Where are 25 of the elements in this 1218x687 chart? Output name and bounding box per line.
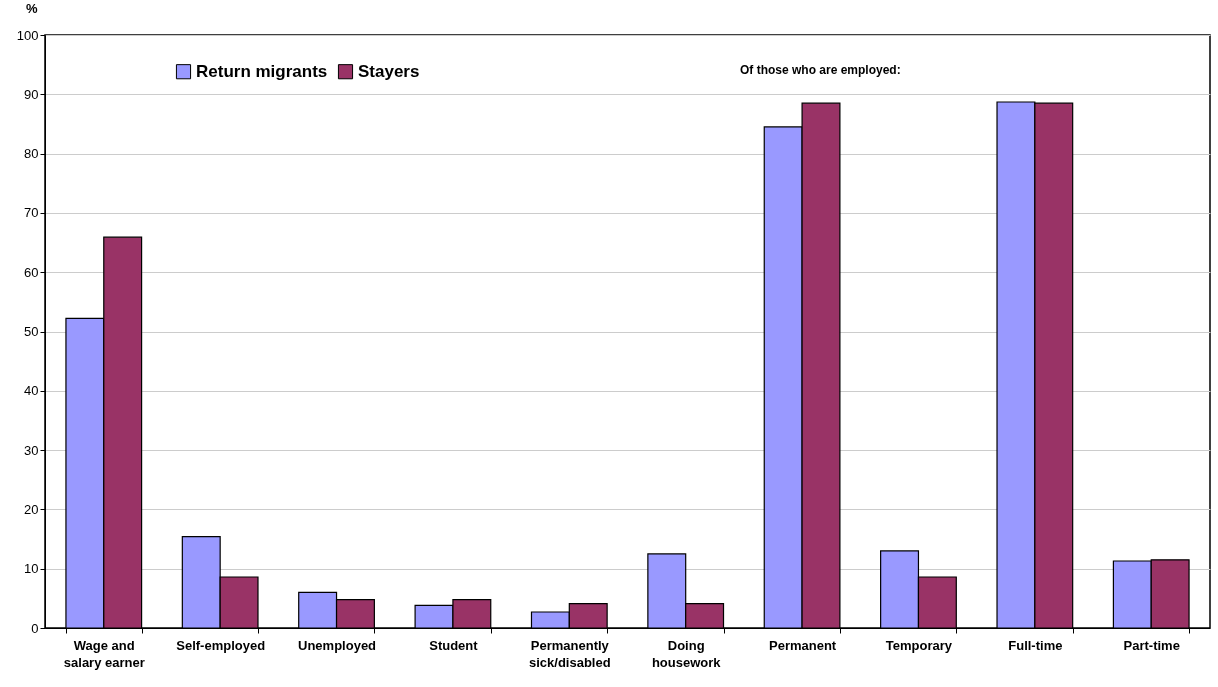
legend-label: Return migrants bbox=[196, 61, 328, 81]
x-tick-label: Full-time bbox=[1008, 637, 1063, 653]
y-tick-label: 90 bbox=[24, 86, 39, 102]
y-tick-label: 70 bbox=[24, 205, 39, 221]
legend-label: Stayers bbox=[358, 61, 420, 81]
x-tick-label: Self-employed bbox=[176, 637, 266, 653]
x-tick-label: Permanently sick/disabled bbox=[528, 637, 611, 670]
x-tick-label: Wage and salary earner bbox=[63, 637, 145, 670]
y-tick-label: 60 bbox=[24, 264, 39, 280]
y-tick-label: 100 bbox=[16, 27, 39, 43]
y-tick-label: 80 bbox=[24, 146, 39, 162]
annotation: Of those who are employed: bbox=[740, 63, 901, 77]
x-tick-label: Doing housework bbox=[651, 637, 722, 670]
y-axis-title: % bbox=[25, 0, 38, 16]
x-tick-label: Permanent bbox=[768, 637, 837, 653]
x-tick-label: Part-time bbox=[1123, 637, 1180, 653]
x-tick-label: Temporary bbox=[885, 637, 953, 653]
x-tick-label: Student bbox=[429, 637, 479, 653]
y-tick-label: 10 bbox=[24, 561, 39, 577]
y-tick-label: 30 bbox=[24, 442, 39, 458]
y-tick-label: 50 bbox=[24, 324, 39, 339]
x-tick-label: Unemployed bbox=[298, 637, 377, 653]
y-tick-label: 40 bbox=[24, 383, 39, 399]
y-tick-label: 0 bbox=[31, 620, 39, 636]
y-tick-label: 20 bbox=[24, 501, 39, 517]
